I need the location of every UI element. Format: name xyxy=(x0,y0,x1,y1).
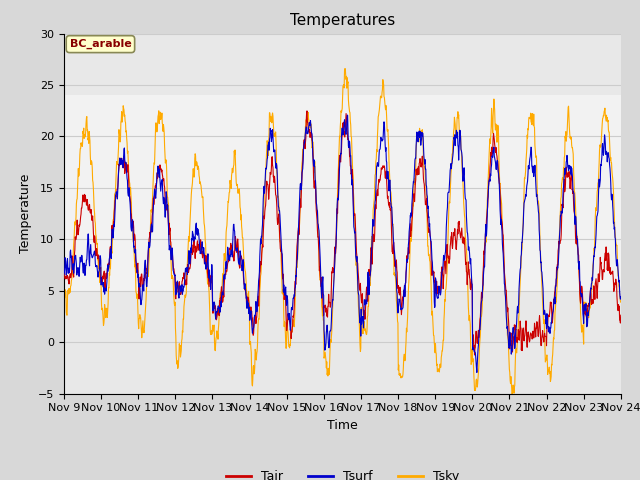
Legend: Tair, Tsurf, Tsky: Tair, Tsurf, Tsky xyxy=(221,465,464,480)
Y-axis label: Temperature: Temperature xyxy=(19,174,33,253)
X-axis label: Time: Time xyxy=(327,419,358,432)
Title: Temperatures: Temperatures xyxy=(290,13,395,28)
Text: BC_arable: BC_arable xyxy=(70,39,131,49)
Bar xyxy=(64,96,621,291)
